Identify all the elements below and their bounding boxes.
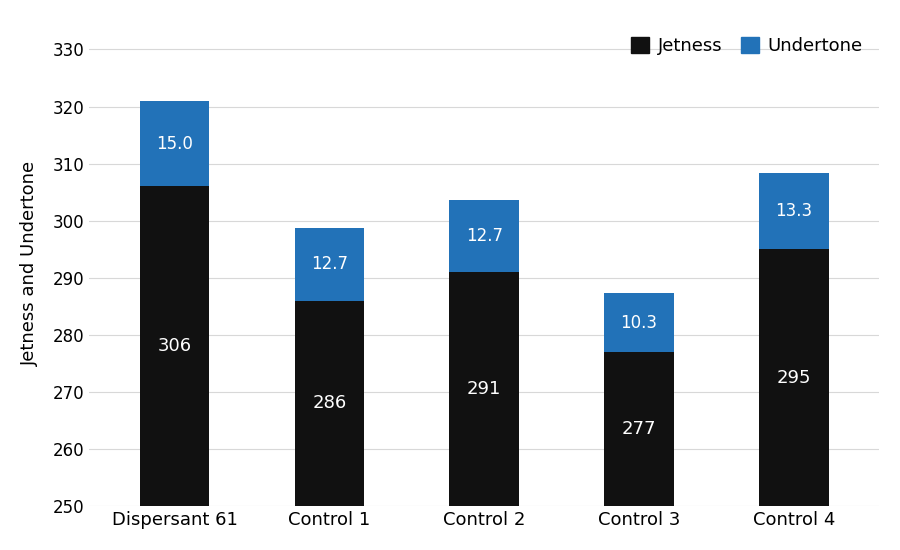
Bar — [759, 173, 829, 249]
Bar — [604, 293, 674, 352]
Text: 13.3: 13.3 — [776, 202, 813, 221]
Text: 12.7: 12.7 — [466, 227, 503, 245]
Text: 295: 295 — [777, 369, 811, 387]
Text: 291: 291 — [467, 380, 501, 398]
Bar — [140, 101, 210, 186]
Legend: Jetness, Undertone: Jetness, Undertone — [624, 30, 870, 63]
Text: 306: 306 — [158, 337, 192, 355]
Text: 277: 277 — [622, 420, 656, 438]
Bar — [449, 200, 519, 272]
Text: 15.0: 15.0 — [156, 135, 193, 153]
Text: 286: 286 — [312, 394, 346, 412]
Y-axis label: Jetness and Undertone: Jetness and Undertone — [21, 161, 39, 366]
Bar — [294, 228, 364, 301]
Bar — [140, 186, 210, 507]
Bar — [759, 249, 829, 507]
Bar — [604, 352, 674, 507]
Bar — [294, 301, 364, 507]
Bar — [449, 272, 519, 507]
Text: 10.3: 10.3 — [621, 314, 658, 332]
Text: 12.7: 12.7 — [310, 255, 348, 273]
